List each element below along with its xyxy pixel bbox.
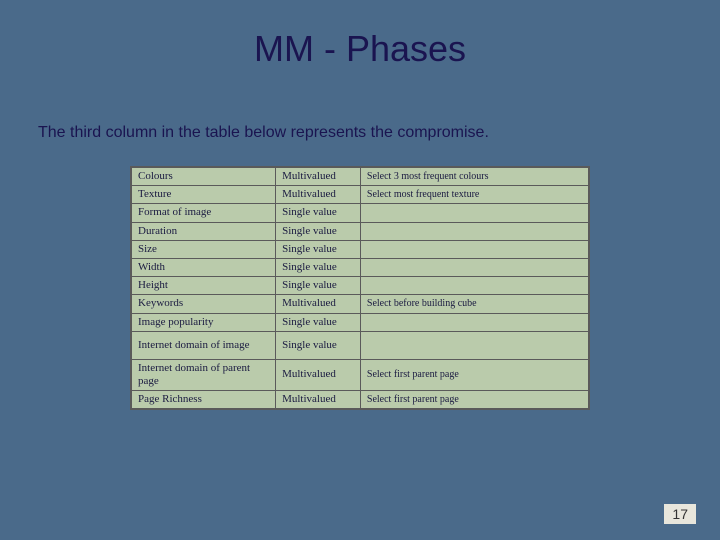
table-cell: Multivalued — [276, 186, 361, 204]
table-cell: Height — [132, 277, 276, 295]
table-cell: Single value — [276, 204, 361, 222]
table-row: Format of imageSingle value — [132, 204, 589, 222]
table-cell: Single value — [276, 331, 361, 359]
table-row: SizeSingle value — [132, 240, 589, 258]
table-cell: Width — [132, 258, 276, 276]
slide-subtitle: The third column in the table below repr… — [38, 124, 720, 142]
table-cell: Single value — [276, 222, 361, 240]
table-cell: Select before building cube — [360, 295, 588, 313]
table-row: ColoursMultivaluedSelect 3 most frequent… — [132, 168, 589, 186]
table-cell: Page Richness — [132, 391, 276, 409]
table-cell: Single value — [276, 240, 361, 258]
table-cell — [360, 204, 588, 222]
table-cell: Select most frequent texture — [360, 186, 588, 204]
table-cell: Multivalued — [276, 359, 361, 390]
table-row: Internet domain of imageSingle value — [132, 331, 589, 359]
table-cell — [360, 222, 588, 240]
table-cell: Select first parent page — [360, 391, 588, 409]
table-cell: Single value — [276, 313, 361, 331]
phases-table: ColoursMultivaluedSelect 3 most frequent… — [130, 166, 590, 410]
table-cell — [360, 240, 588, 258]
table-row: TextureMultivaluedSelect most frequent t… — [132, 186, 589, 204]
table-cell: Format of image — [132, 204, 276, 222]
table-cell: Internet domain of image — [132, 331, 276, 359]
table-cell: Texture — [132, 186, 276, 204]
table-cell: Colours — [132, 168, 276, 186]
table-cell: Multivalued — [276, 391, 361, 409]
table-cell: Select 3 most frequent colours — [360, 168, 588, 186]
table-cell: Size — [132, 240, 276, 258]
table-row: DurationSingle value — [132, 222, 589, 240]
table-cell — [360, 313, 588, 331]
page-number: 17 — [664, 504, 696, 524]
table-cell: Single value — [276, 277, 361, 295]
table-row: HeightSingle value — [132, 277, 589, 295]
table-cell — [360, 331, 588, 359]
table-row: Image popularitySingle value — [132, 313, 589, 331]
table-row: KeywordsMultivaluedSelect before buildin… — [132, 295, 589, 313]
table-row: WidthSingle value — [132, 258, 589, 276]
slide-title: MM - Phases — [0, 0, 720, 70]
table-cell: Multivalued — [276, 168, 361, 186]
table-cell: Keywords — [132, 295, 276, 313]
table-cell: Duration — [132, 222, 276, 240]
table-cell — [360, 277, 588, 295]
slide: MM - Phases The third column in the tabl… — [0, 0, 720, 540]
table-row: Internet domain of parent pageMultivalue… — [132, 359, 589, 390]
table-cell: Multivalued — [276, 295, 361, 313]
table: ColoursMultivaluedSelect 3 most frequent… — [131, 167, 589, 409]
table-cell: Internet domain of parent page — [132, 359, 276, 390]
table-cell: Image popularity — [132, 313, 276, 331]
table-cell — [360, 258, 588, 276]
table-cell: Single value — [276, 258, 361, 276]
table-row: Page RichnessMultivaluedSelect first par… — [132, 391, 589, 409]
table-cell: Select first parent page — [360, 359, 588, 390]
